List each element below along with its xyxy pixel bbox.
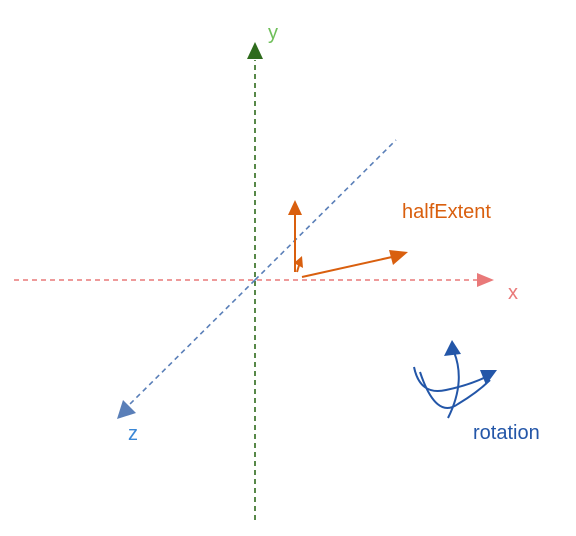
- half-extent-y-arrowhead: [288, 200, 302, 215]
- half-extent-label: halfExtent: [402, 201, 491, 223]
- half-extent-vectors: halfExtent: [288, 200, 491, 278]
- rotation-label: rotation: [473, 422, 540, 444]
- z-axis-line-front: [129, 279, 256, 405]
- rotation-symbol: rotation: [413, 340, 540, 444]
- rotation-curve-diagonal: [419, 371, 491, 409]
- rotation-arrowhead-vertical: [444, 340, 461, 356]
- z-axis-label: z: [128, 423, 138, 445]
- rotation-curve-vertical: [447, 351, 460, 419]
- rotation-curve-horizontal: [413, 366, 489, 392]
- half-extent-z-arrowhead: [294, 256, 303, 268]
- z-axis-line-back: [254, 139, 397, 281]
- z-axis: z: [117, 139, 397, 445]
- x-axis-arrowhead: [477, 273, 494, 287]
- x-axis: x: [14, 273, 518, 304]
- half-extent-x-arrowhead: [389, 250, 408, 265]
- y-axis: y: [247, 22, 278, 520]
- y-axis-arrowhead: [247, 42, 263, 59]
- z-axis-arrowhead: [117, 400, 136, 419]
- x-axis-label: x: [508, 282, 518, 304]
- half-extent-x-vector: [301, 256, 393, 278]
- rotation-arrowhead-horizontal: [480, 370, 497, 385]
- y-axis-label: y: [268, 22, 278, 44]
